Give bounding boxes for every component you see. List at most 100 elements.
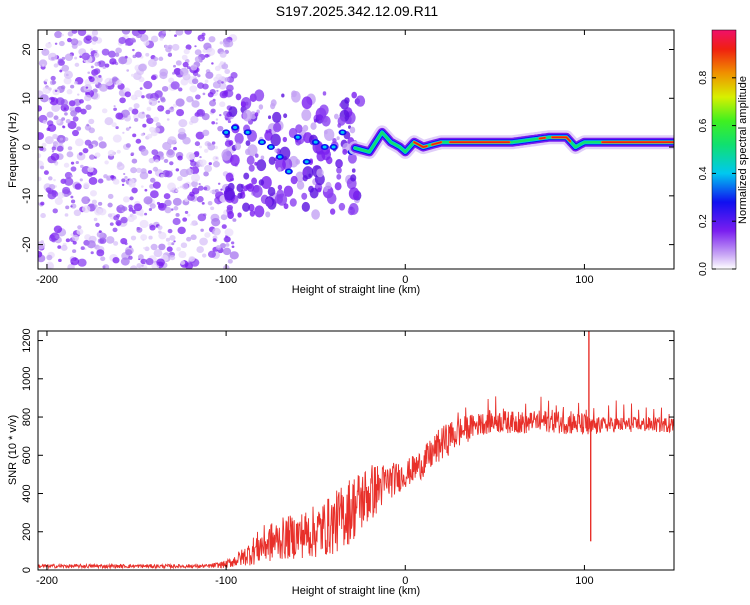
noise-blob <box>201 253 207 258</box>
noise-blob <box>98 141 107 149</box>
noise-blob <box>162 141 172 151</box>
noise-blob <box>115 220 122 226</box>
noise-blob <box>51 146 56 151</box>
noise-blob <box>168 77 175 84</box>
noise-blob <box>65 238 71 243</box>
noise-blob <box>215 118 219 121</box>
noise-blob <box>173 64 176 68</box>
colorbar-tick-label: 0.2 <box>698 214 709 228</box>
noise-blob <box>133 117 139 122</box>
scatter-blob <box>274 194 283 204</box>
scatter-blob <box>290 175 298 185</box>
scatter-blob <box>227 210 234 220</box>
noise-blob <box>143 80 153 90</box>
noise-blob <box>93 217 98 222</box>
noise-blob <box>172 197 182 206</box>
noise-blob <box>223 236 231 243</box>
noise-blob <box>224 228 234 237</box>
noise-blob <box>42 64 45 67</box>
noise-blob <box>64 177 74 186</box>
noise-blob <box>224 68 231 75</box>
scatter-blob <box>355 95 366 107</box>
noise-blob <box>207 92 214 98</box>
noise-blob <box>220 242 227 249</box>
noise-blob <box>149 224 156 231</box>
noise-blob <box>81 205 91 213</box>
noise-blob <box>77 93 80 96</box>
noise-blob <box>221 63 229 70</box>
noise-blob <box>145 52 150 57</box>
noise-blob <box>68 100 76 107</box>
spectrogram-y-tick-label: 0 <box>21 144 33 150</box>
noise-blob <box>152 116 160 123</box>
noise-blob <box>79 55 83 58</box>
noise-blob <box>179 168 189 178</box>
noise-blob <box>67 120 77 130</box>
noise-blob <box>70 195 74 199</box>
noise-blob <box>167 241 172 246</box>
noise-blob <box>128 207 134 212</box>
noise-blob <box>221 81 224 84</box>
noise-blob <box>119 204 123 208</box>
noise-blob <box>114 52 120 57</box>
noise-blob <box>165 149 176 158</box>
noise-blob <box>219 61 224 65</box>
colorbar-tick-label: 0.4 <box>698 166 709 180</box>
noise-blob <box>41 142 47 148</box>
noise-blob <box>70 257 80 266</box>
noise-blob <box>130 37 136 43</box>
noise-blob <box>128 204 133 209</box>
noise-blob <box>146 106 152 112</box>
noise-blob <box>94 152 101 158</box>
noise-blob <box>122 131 125 134</box>
noise-blob <box>140 234 148 241</box>
hotspot-cyan <box>340 130 345 134</box>
noise-blob <box>170 208 174 211</box>
noise-blob <box>231 245 235 248</box>
noise-blob <box>38 250 43 258</box>
spectrogram-x-tick-label: -200 <box>36 274 58 286</box>
noise-blob <box>93 52 100 58</box>
scatter-blob <box>308 173 312 178</box>
noise-blob <box>219 114 222 117</box>
noise-blob <box>83 182 90 189</box>
scatter-blob <box>248 164 255 172</box>
scatter-blob <box>325 156 333 165</box>
noise-blob <box>82 147 89 154</box>
noise-blob <box>70 38 79 46</box>
noise-blob <box>202 83 209 90</box>
noise-blob <box>66 89 73 95</box>
snr-y-tick-label: 800 <box>21 408 33 426</box>
noise-blob <box>206 47 216 57</box>
noise-blob <box>196 246 204 254</box>
noise-blob <box>54 89 58 93</box>
hotspot-cyan <box>295 135 300 139</box>
noise-blob <box>211 121 216 125</box>
noise-blob <box>121 30 131 35</box>
noise-blob <box>217 182 221 185</box>
scatter-blob <box>270 133 281 147</box>
noise-blob <box>60 244 68 251</box>
noise-blob <box>75 160 79 165</box>
scatter-blob <box>301 201 310 212</box>
noise-blob <box>190 64 198 71</box>
colorbar-ticks: 0.0 0.2 0.4 0.6 0.8 <box>698 70 736 276</box>
noise-blob <box>148 235 153 240</box>
noise-blob <box>125 127 130 131</box>
noise-blob <box>39 146 44 151</box>
noise-blob <box>128 245 132 249</box>
noise-blob <box>57 245 62 249</box>
scatter-blob <box>273 122 282 133</box>
noise-blob <box>76 126 82 131</box>
noise-blob <box>212 227 221 236</box>
noise-blob <box>178 127 186 135</box>
noise-blob <box>132 133 137 138</box>
noise-blob <box>130 152 135 156</box>
noise-blob <box>175 213 180 217</box>
noise-blob <box>105 236 115 244</box>
noise-blob <box>65 118 71 124</box>
noise-blob <box>38 241 46 250</box>
noise-blob <box>48 235 56 242</box>
noise-blob <box>181 54 188 61</box>
